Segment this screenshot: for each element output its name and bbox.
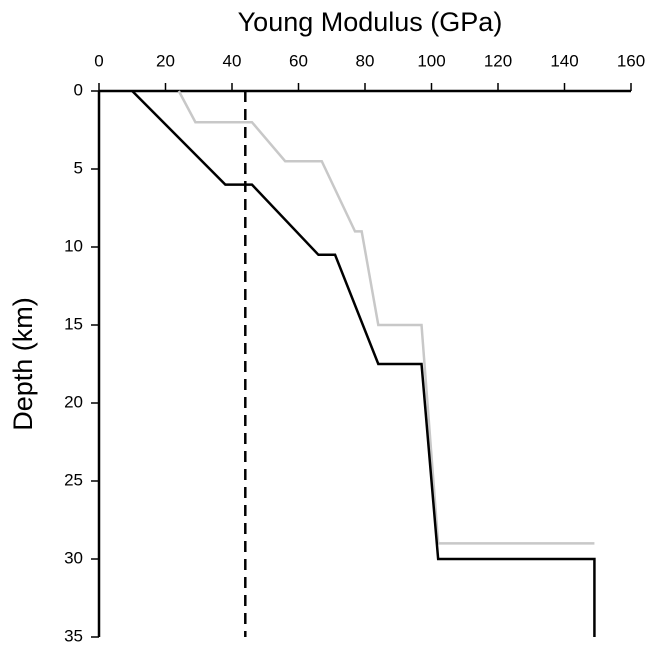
y-tick-label: 15 — [64, 314, 83, 333]
x-tick-label: 0 — [94, 51, 103, 70]
x-tick-label: 100 — [417, 51, 445, 70]
y-tick-label: 5 — [74, 158, 83, 177]
x-tick-label: 60 — [289, 51, 308, 70]
y-tick-label: 20 — [64, 392, 83, 411]
x-tick-label: 80 — [356, 51, 375, 70]
x-tick-label: 140 — [550, 51, 578, 70]
profile-line — [131, 90, 596, 637]
profile-line — [177, 90, 595, 545]
y-tick-label: 0 — [74, 80, 83, 99]
y-tick-label: 25 — [64, 470, 83, 489]
x-tick-label: 20 — [156, 51, 175, 70]
y-tick-label: 35 — [64, 626, 83, 645]
x-tick-label: 120 — [484, 51, 512, 70]
x-tick-label: 160 — [617, 51, 645, 70]
x-tick-label: 40 — [223, 51, 242, 70]
y-axis-title: Depth (km) — [8, 297, 38, 431]
y-tick-label: 10 — [64, 236, 83, 255]
y-tick-label: 30 — [64, 548, 83, 567]
x-axis-title: Young Modulus (GPa) — [238, 7, 503, 37]
